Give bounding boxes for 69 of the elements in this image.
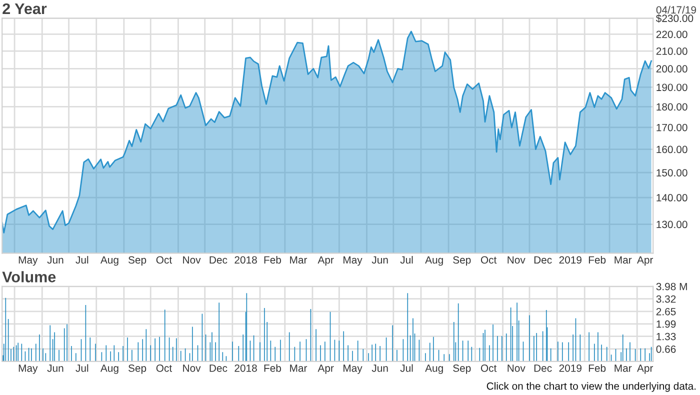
x-tick-label: 2018 bbox=[234, 256, 257, 264]
x-tick-label: Feb bbox=[264, 364, 281, 372]
x-tick-label: Apr bbox=[318, 256, 334, 266]
x-tick-label: 2018 bbox=[234, 364, 257, 372]
x-tick-label: Dec bbox=[210, 364, 228, 372]
y-tick-label: 3.98 M bbox=[656, 282, 687, 290]
x-tick-label: May bbox=[344, 256, 362, 266]
x-tick-label: Jun bbox=[372, 256, 388, 264]
x-tick-label: Nov bbox=[508, 364, 526, 372]
y-tick-label: 130.00 bbox=[656, 220, 688, 228]
x-tick-label: Dec bbox=[534, 364, 552, 372]
x-tick-label: Jul bbox=[76, 256, 88, 264]
x-tick-label: Aug bbox=[100, 256, 118, 266]
x-tick-label: Mar bbox=[614, 364, 632, 372]
x-tick-label: Jun bbox=[372, 364, 388, 372]
x-tick-label: Sep bbox=[453, 364, 471, 374]
y-tick-label: 1.99 bbox=[656, 320, 676, 328]
chart-title: Volume bbox=[2, 271, 56, 282]
x-tick-label: Aug bbox=[425, 364, 443, 374]
x-tick-label: Oct bbox=[480, 364, 497, 372]
y-tick-label: 170.00 bbox=[656, 124, 688, 132]
y-tick-label: $230.00 bbox=[656, 14, 694, 23]
x-tick-label: Mar bbox=[290, 364, 308, 372]
y-tick-label: 190.00 bbox=[656, 84, 688, 92]
x-tick-label: Sep bbox=[128, 256, 146, 266]
x-tick-label: Mar bbox=[614, 256, 632, 264]
y-tick-label: 150.00 bbox=[656, 169, 688, 176]
x-tick-label: Oct bbox=[156, 256, 172, 264]
x-tick-label: Oct bbox=[156, 364, 172, 372]
x-tick-label: Feb bbox=[264, 256, 281, 264]
x-tick-label: Jul bbox=[76, 364, 88, 372]
x-tick-label: Nov bbox=[183, 364, 201, 372]
x-tick-label: May bbox=[18, 364, 38, 374]
x-tick-label: 2019 bbox=[559, 364, 582, 372]
x-tick-label: Apr bbox=[318, 364, 334, 374]
x-tick-label: Mar bbox=[290, 256, 308, 264]
x-tick-label: Aug bbox=[425, 256, 443, 266]
x-tick-label: Nov bbox=[183, 256, 201, 264]
x-tick-label: Jul bbox=[400, 364, 413, 372]
text: Click on the chart to view the underlying data. bbox=[486, 382, 696, 392]
x-tick-label: Jun bbox=[47, 256, 64, 264]
x-tick-label: Jun bbox=[47, 364, 64, 372]
y-tick-label: 160.00 bbox=[656, 146, 688, 154]
x-tick-label: Jul bbox=[400, 256, 413, 264]
chart-title: 2 Year bbox=[2, 3, 47, 14]
x-tick-label: Sep bbox=[453, 256, 471, 266]
x-tick-label: Apr bbox=[637, 364, 654, 374]
y-tick-label: 220.00 bbox=[656, 30, 688, 38]
y-tick-label: 2.65 bbox=[656, 308, 676, 316]
x-tick-label: 2019 bbox=[559, 256, 582, 264]
x-tick-label: Oct bbox=[480, 256, 497, 264]
x-tick-label: Sep bbox=[128, 364, 146, 374]
y-tick-label: 200.00 bbox=[656, 65, 688, 73]
x-tick-label: May bbox=[344, 364, 362, 374]
x-tick-label: Feb bbox=[588, 364, 606, 372]
y-tick-label: 140.00 bbox=[656, 194, 688, 202]
y-tick-label: 0.66 bbox=[656, 345, 676, 353]
y-tick-label: 3.32 bbox=[656, 295, 676, 303]
y-tick-label: 180.00 bbox=[656, 103, 688, 111]
x-tick-label: May bbox=[18, 256, 38, 266]
x-tick-label: Apr bbox=[637, 256, 654, 266]
x-tick-label: Nov bbox=[508, 256, 526, 264]
x-tick-label: Dec bbox=[534, 256, 552, 264]
y-tick-label: 210.00 bbox=[656, 48, 688, 55]
text: 04/17/19 bbox=[656, 6, 696, 14]
x-tick-label: Feb bbox=[588, 256, 606, 264]
x-tick-label: Dec bbox=[210, 256, 228, 264]
x-tick-label: Aug bbox=[100, 364, 118, 374]
y-tick-label: 1.33 bbox=[656, 332, 676, 340]
